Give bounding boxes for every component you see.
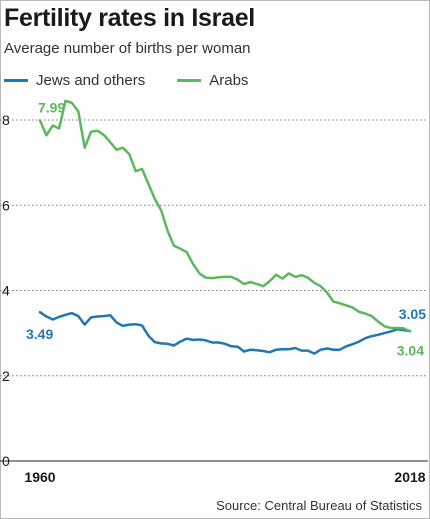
chart-subtitle: Average number of births per woman: [4, 40, 251, 57]
x-tick-label: 1960: [24, 469, 55, 485]
y-tick-label: 2: [2, 368, 10, 384]
legend-item-arabs: Arabs: [177, 72, 248, 89]
y-tick-label: 6: [2, 197, 10, 213]
chart-title: Fertility rates in Israel: [4, 4, 255, 32]
source-note: Source: Central Bureau of Statistics: [216, 498, 422, 513]
y-tick-label: 8: [2, 112, 10, 128]
legend-label-arabs: Arabs: [209, 72, 249, 89]
legend-label-jews: Jews and others: [36, 72, 146, 89]
data-label-arabs-start: 7.99: [38, 99, 65, 115]
series-line-0: [38, 310, 412, 355]
legend-item-jews: Jews and others: [4, 72, 145, 89]
y-tick-label: 4: [2, 283, 10, 299]
legend: Jews and others Arabs: [4, 72, 280, 89]
data-label-jews-start: 3.49: [26, 326, 53, 342]
x-tick-label: 2018: [394, 469, 425, 485]
data-label-arabs-end: 3.04: [397, 342, 424, 358]
legend-swatch-arabs: [177, 79, 202, 82]
legend-swatch-jews: [4, 79, 28, 82]
y-tick-label: 0: [2, 453, 10, 469]
series-line-1: [38, 99, 412, 333]
data-label-jews-end: 3.05: [399, 306, 426, 322]
